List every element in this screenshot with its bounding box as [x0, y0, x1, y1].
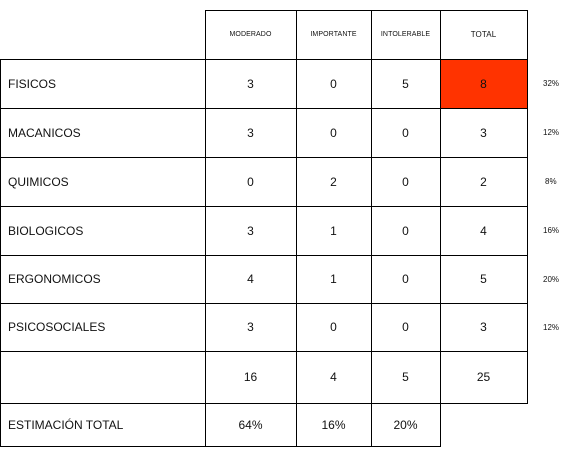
col-header-importante: IMPORTANTE — [310, 31, 357, 38]
cell-quimicos-total: 2 — [480, 174, 487, 189]
grid-line — [296, 10, 297, 447]
cell-biologicos-intolerable: 0 — [402, 223, 409, 238]
cell-macanicos-total: 3 — [480, 125, 487, 140]
total-intolerable: 5 — [402, 370, 409, 384]
cell-ergonomicos-total: 5 — [480, 272, 487, 286]
row-label-fisicos: FISICOS — [8, 76, 57, 91]
pct-ergonomicos: 20% — [543, 274, 560, 284]
col-header-moderado: MODERADO — [229, 31, 272, 38]
grid-line — [371, 10, 372, 447]
grid-line — [0, 255, 528, 256]
grid-line — [527, 10, 528, 404]
row-label-estimacion-total: ESTIMACIÓN TOTAL — [8, 418, 124, 432]
cell-fisicos-intolerable: 5 — [402, 76, 409, 91]
cell-fisicos-moderado: 3 — [247, 76, 254, 91]
cell-ergonomicos-moderado: 4 — [247, 272, 254, 286]
cell-psicosociales-total: 3 — [480, 320, 487, 334]
col-header-total: TOTAL — [470, 30, 497, 39]
estimacion-moderado: 64% — [238, 418, 263, 432]
col-header-intolerable: INTOLERABLE — [380, 31, 431, 38]
cell-macanicos-moderado: 3 — [247, 125, 254, 140]
row-label-ergonomicos: ERGONOMICOS — [8, 272, 101, 286]
pct-macanicos: 12% — [543, 128, 560, 137]
cell-psicosociales-importante: 0 — [330, 320, 337, 334]
cell-ergonomicos-importante: 1 — [330, 272, 337, 286]
cell-psicosociales-intolerable: 0 — [402, 320, 409, 334]
row-label-biologicos: BIOLOGICOS — [8, 223, 84, 238]
grid-line — [0, 351, 528, 352]
pct-quimicos: 8% — [545, 177, 557, 186]
estimacion-intolerable: 20% — [393, 418, 418, 432]
grid-line — [0, 303, 528, 304]
cell-quimicos-importante: 2 — [330, 174, 337, 189]
cell-macanicos-importante: 0 — [330, 125, 337, 140]
grid-line — [0, 59, 528, 60]
pct-fisicos: 32% — [543, 79, 560, 88]
grid-line — [0, 206, 528, 207]
cell-ergonomicos-intolerable: 0 — [402, 272, 409, 286]
pct-biologicos: 16% — [543, 226, 560, 235]
estimacion-importante: 16% — [321, 418, 346, 432]
row-label-quimicos: QUIMICOS — [8, 174, 69, 189]
cell-quimicos-intolerable: 0 — [402, 174, 409, 189]
total-moderado: 16 — [243, 370, 258, 384]
cell-biologicos-moderado: 3 — [247, 223, 254, 238]
pct-psicosociales: 12% — [543, 322, 560, 332]
total-importante: 4 — [330, 370, 337, 384]
cell-quimicos-moderado: 0 — [247, 174, 254, 189]
total-grand: 25 — [476, 370, 491, 384]
grid-line — [0, 446, 441, 447]
cell-biologicos-total: 4 — [480, 223, 487, 238]
grid-line — [440, 10, 441, 447]
row-label-macanicos: MACANICOS — [8, 125, 81, 140]
grid-line — [0, 157, 528, 158]
row-label-psicosociales: PSICOSOCIALES — [8, 320, 106, 334]
grid-line — [0, 59, 1, 447]
cell-psicosociales-moderado: 3 — [247, 320, 254, 334]
grid-line — [0, 403, 528, 404]
grid-line — [205, 10, 206, 447]
cell-biologicos-importante: 1 — [330, 223, 337, 238]
grid-line — [205, 10, 528, 11]
cell-fisicos-total-highlight: 8 — [440, 59, 527, 108]
cell-fisicos-importante: 0 — [330, 76, 337, 91]
grid-line — [0, 108, 528, 109]
cell-macanicos-intolerable: 0 — [402, 125, 409, 140]
